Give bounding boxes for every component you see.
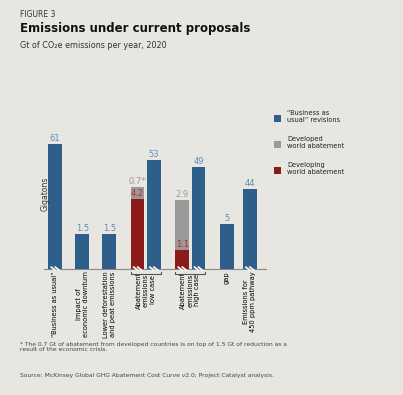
Bar: [102, 234, 116, 269]
Text: 5: 5: [224, 214, 229, 222]
Bar: [75, 234, 89, 269]
Text: * The 0.7 Gt of abatement from developed countries is on top of 1.5 Gt of reduct: * The 0.7 Gt of abatement from developed…: [20, 342, 287, 352]
Text: 2.9: 2.9: [176, 190, 189, 199]
Bar: [175, 200, 189, 250]
Text: Gt of CO₂e emissions per year, 2020: Gt of CO₂e emissions per year, 2020: [20, 41, 167, 51]
Text: “Business as
usual” revisions: “Business as usual” revisions: [287, 111, 341, 123]
Bar: [147, 160, 160, 269]
Bar: [243, 189, 257, 269]
Bar: [48, 144, 62, 269]
Text: Emissions under current proposals: Emissions under current proposals: [20, 22, 251, 35]
Text: 1.5: 1.5: [76, 224, 89, 233]
Text: FIGURE 3: FIGURE 3: [20, 10, 56, 19]
Text: 1.5: 1.5: [103, 224, 116, 233]
Text: 1.1: 1.1: [176, 240, 189, 249]
Bar: [131, 187, 144, 199]
Text: Gigatons: Gigatons: [40, 177, 50, 211]
Text: Developing
world abatement: Developing world abatement: [287, 162, 345, 175]
Text: Developed
world abatement: Developed world abatement: [287, 136, 345, 149]
Text: 0.7*: 0.7*: [129, 177, 146, 186]
Text: 44: 44: [245, 179, 255, 188]
Bar: [220, 224, 234, 269]
Text: 4.2: 4.2: [131, 188, 144, 198]
Bar: [131, 199, 144, 269]
Text: Source: McKinsey Global GHG Abatement Cost Curve v2.0; Project Catalyst analysis: Source: McKinsey Global GHG Abatement Co…: [20, 373, 274, 378]
Text: 49: 49: [193, 157, 204, 166]
Text: 53: 53: [148, 150, 159, 159]
Bar: [175, 250, 189, 269]
Text: 61: 61: [50, 134, 60, 143]
Bar: [192, 167, 205, 269]
